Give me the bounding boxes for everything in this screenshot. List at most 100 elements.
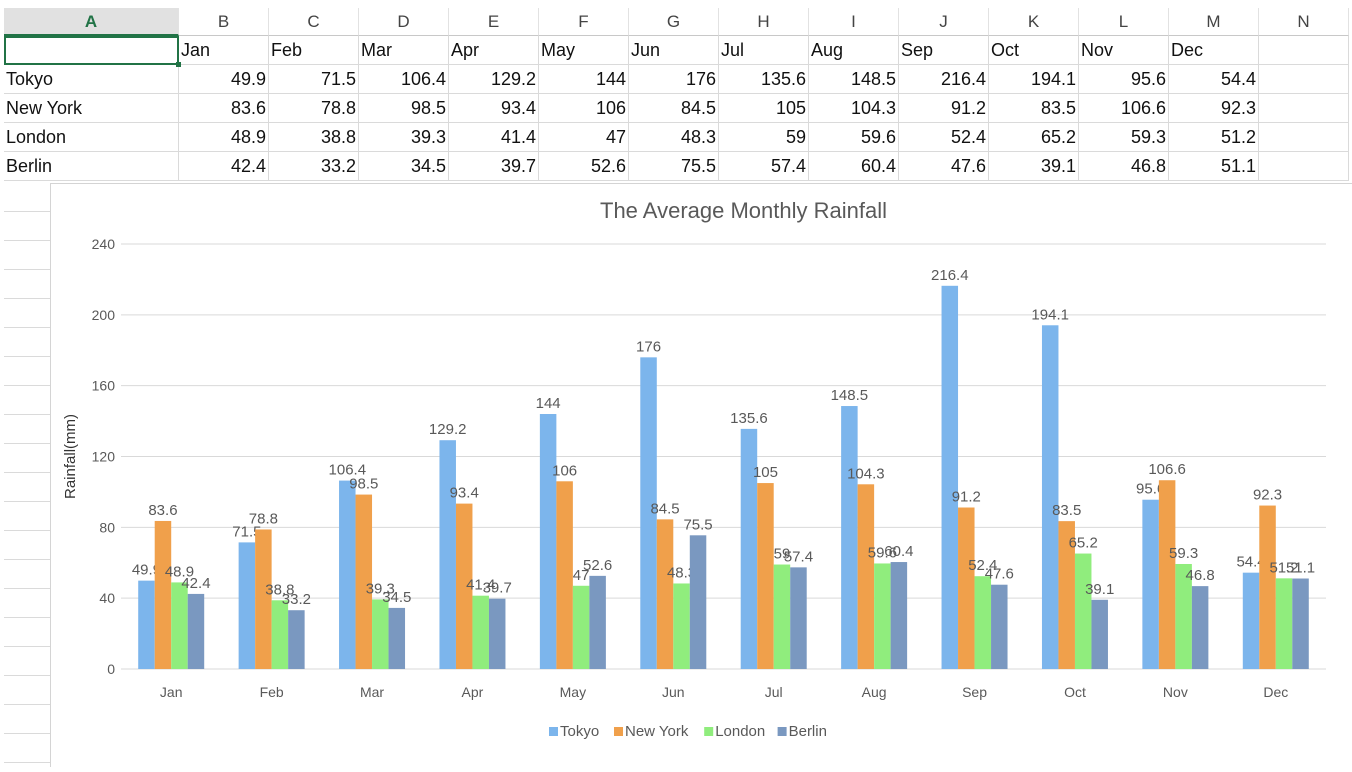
data-label: 34.5 [382,589,411,606]
column-header-j[interactable]: J [899,8,989,36]
empty-cell[interactable] [1259,152,1349,181]
value-cell[interactable]: 194.1 [989,65,1079,94]
value-cell[interactable]: 33.2 [269,152,359,181]
value-cell[interactable]: 104.3 [809,94,899,123]
value-cell[interactable]: 39.3 [359,123,449,152]
value-cell[interactable]: 59 [719,123,809,152]
value-cell[interactable]: 42.4 [179,152,269,181]
value-cell[interactable]: 48.9 [179,123,269,152]
value-cell[interactable]: 95.6 [1079,65,1169,94]
city-label-cell[interactable]: New York [4,94,179,123]
column-header-n[interactable]: N [1259,8,1349,36]
data-label: 144 [536,395,561,412]
column-header-d[interactable]: D [359,8,449,36]
value-cell[interactable]: 34.5 [359,152,449,181]
value-cell[interactable]: 46.8 [1079,152,1169,181]
month-header-cell[interactable]: Mar [359,36,449,65]
month-header-cell[interactable]: Dec [1169,36,1259,65]
row-stub [4,676,50,705]
value-cell[interactable]: 51.1 [1169,152,1259,181]
data-label: 42.4 [181,575,210,592]
column-header-k[interactable]: K [989,8,1079,36]
column-header-i[interactable]: I [809,8,899,36]
empty-cell[interactable] [1259,94,1349,123]
value-cell[interactable]: 176 [629,65,719,94]
rainfall-chart[interactable]: The Average Monthly Rainfall 0 40 80 120 160 2… [51,184,1352,767]
fill-handle[interactable] [176,62,181,67]
value-cell[interactable]: 51.2 [1169,123,1259,152]
column-header-f[interactable]: F [539,8,629,36]
value-cell[interactable]: 59.3 [1079,123,1169,152]
bar-new-york [255,529,272,669]
bar-tokyo [841,406,858,669]
empty-cell[interactable] [1259,123,1349,152]
value-cell[interactable]: 38.8 [269,123,359,152]
legend-entry: London [715,723,765,740]
active-cell[interactable] [4,36,179,65]
empty-cell[interactable] [1259,65,1349,94]
value-cell[interactable]: 84.5 [629,94,719,123]
column-header-c[interactable]: C [269,8,359,36]
column-header-g[interactable]: G [629,8,719,36]
city-label-cell[interactable]: Berlin [4,152,179,181]
value-cell[interactable]: 48.3 [629,123,719,152]
column-header-e[interactable]: E [449,8,539,36]
value-cell[interactable]: 71.5 [269,65,359,94]
chart-area[interactable]: The Average Monthly Rainfall 0 40 80 120 160 2… [50,183,1352,767]
column-header-a[interactable]: A [4,8,179,36]
value-cell[interactable]: 129.2 [449,65,539,94]
value-cell[interactable]: 83.6 [179,94,269,123]
value-cell[interactable]: 54.4 [1169,65,1259,94]
value-cell[interactable]: 47 [539,123,629,152]
column-header-b[interactable]: B [179,8,269,36]
month-header-cell[interactable]: Sep [899,36,989,65]
value-cell[interactable]: 98.5 [359,94,449,123]
value-cell[interactable]: 57.4 [719,152,809,181]
value-cell[interactable]: 39.7 [449,152,539,181]
month-header-cell[interactable]: Jun [629,36,719,65]
value-cell[interactable]: 106.6 [1079,94,1169,123]
month-header-cell[interactable]: Aug [809,36,899,65]
empty-cell[interactable] [1259,36,1349,65]
value-cell[interactable]: 52.4 [899,123,989,152]
data-label: 54.4 [1236,554,1265,571]
column-header-m[interactable]: M [1169,8,1259,36]
value-cell[interactable]: 65.2 [989,123,1079,152]
value-cell[interactable]: 148.5 [809,65,899,94]
value-cell[interactable]: 105 [719,94,809,123]
city-label-cell[interactable]: Tokyo [4,65,179,94]
value-cell[interactable]: 106 [539,94,629,123]
month-header-cell[interactable]: Apr [449,36,539,65]
value-cell[interactable]: 39.1 [989,152,1079,181]
month-header-cell[interactable]: Jul [719,36,809,65]
value-cell[interactable]: 83.5 [989,94,1079,123]
bar-new-york [656,519,674,669]
value-cell[interactable]: 78.8 [269,94,359,123]
value-cell[interactable]: 93.4 [449,94,539,123]
value-cell[interactable]: 60.4 [809,152,899,181]
value-cell[interactable]: 41.4 [449,123,539,152]
value-cell[interactable]: 216.4 [899,65,989,94]
value-cell[interactable]: 75.5 [629,152,719,181]
city-label-cell[interactable]: London [4,123,179,152]
value-cell[interactable]: 135.6 [719,65,809,94]
month-header-cell[interactable]: Jan [179,36,269,65]
value-cell[interactable]: 49.9 [179,65,269,94]
month-header-cell[interactable]: Nov [1079,36,1169,65]
month-header-cell[interactable]: Oct [989,36,1079,65]
value-cell[interactable]: 92.3 [1169,94,1259,123]
column-header-l[interactable]: L [1079,8,1169,36]
bar-london [472,595,489,669]
value-cell[interactable]: 91.2 [899,94,989,123]
value-cell[interactable]: 47.6 [899,152,989,181]
x-tick-label: May [560,684,586,700]
value-cell[interactable]: 52.6 [539,152,629,181]
column-header-h[interactable]: H [719,8,809,36]
value-cell[interactable]: 144 [539,65,629,94]
month-header-cell[interactable]: May [539,36,629,65]
bar-berlin [1091,599,1108,669]
value-cell[interactable]: 106.4 [359,65,449,94]
value-cell[interactable]: 59.6 [809,123,899,152]
month-header-cell[interactable]: Feb [269,36,359,65]
row-stub [4,415,50,444]
